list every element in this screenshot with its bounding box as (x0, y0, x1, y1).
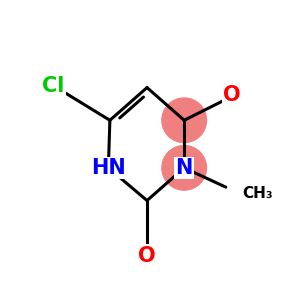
Text: N: N (176, 158, 193, 178)
Circle shape (162, 146, 206, 190)
Text: Cl: Cl (42, 76, 64, 96)
Text: CH₃: CH₃ (242, 186, 273, 201)
Text: O: O (138, 245, 156, 266)
Text: HN: HN (91, 158, 126, 178)
Circle shape (162, 98, 206, 142)
Text: O: O (223, 85, 241, 105)
